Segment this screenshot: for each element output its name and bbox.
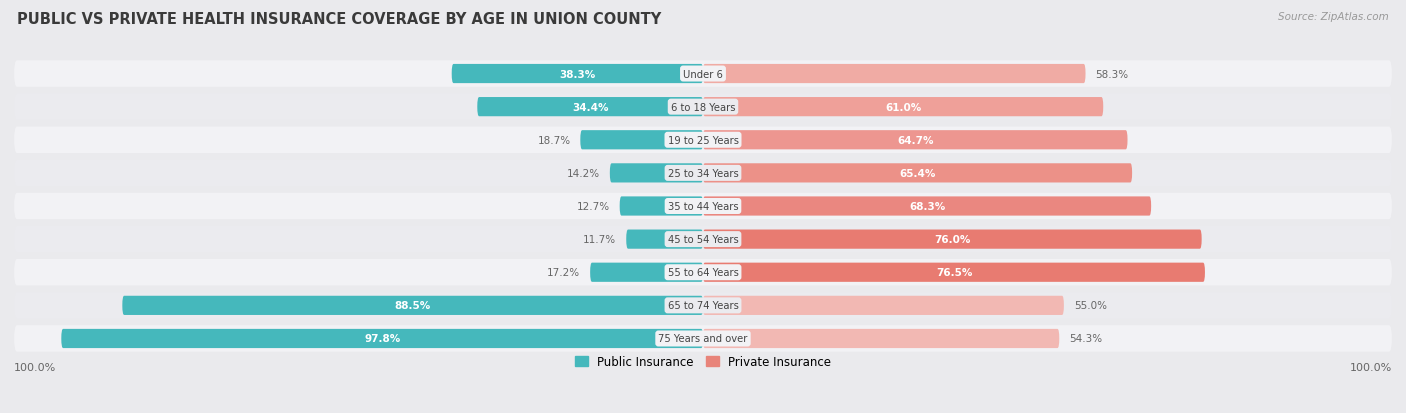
Text: 64.7%: 64.7% [897,135,934,145]
FancyBboxPatch shape [703,131,1128,150]
FancyBboxPatch shape [703,230,1202,249]
FancyBboxPatch shape [620,197,703,216]
Text: 88.5%: 88.5% [395,301,430,311]
FancyBboxPatch shape [451,65,703,84]
Text: 34.4%: 34.4% [572,102,609,112]
FancyBboxPatch shape [14,193,1392,220]
FancyBboxPatch shape [14,259,1392,286]
Text: 12.7%: 12.7% [576,202,610,211]
FancyBboxPatch shape [14,160,1392,187]
FancyBboxPatch shape [703,98,1104,117]
Text: 19 to 25 Years: 19 to 25 Years [668,135,738,145]
FancyBboxPatch shape [703,197,1152,216]
FancyBboxPatch shape [703,65,1085,84]
Text: 75 Years and over: 75 Years and over [658,334,748,344]
Text: 11.7%: 11.7% [583,235,616,244]
Legend: Public Insurance, Private Insurance: Public Insurance, Private Insurance [571,351,835,373]
Text: 100.0%: 100.0% [1350,363,1392,373]
FancyBboxPatch shape [703,164,1132,183]
Text: PUBLIC VS PRIVATE HEALTH INSURANCE COVERAGE BY AGE IN UNION COUNTY: PUBLIC VS PRIVATE HEALTH INSURANCE COVER… [17,12,661,27]
Text: 55.0%: 55.0% [1074,301,1107,311]
Text: 65 to 74 Years: 65 to 74 Years [668,301,738,311]
Text: 38.3%: 38.3% [560,69,596,79]
Text: 76.5%: 76.5% [936,268,972,278]
Text: 61.0%: 61.0% [884,102,921,112]
Text: 54.3%: 54.3% [1069,334,1102,344]
FancyBboxPatch shape [14,94,1392,121]
FancyBboxPatch shape [591,263,703,282]
FancyBboxPatch shape [122,296,703,315]
Text: Under 6: Under 6 [683,69,723,79]
Text: 35 to 44 Years: 35 to 44 Years [668,202,738,211]
Text: 68.3%: 68.3% [908,202,945,211]
FancyBboxPatch shape [703,329,1059,348]
Text: 45 to 54 Years: 45 to 54 Years [668,235,738,244]
FancyBboxPatch shape [703,263,1205,282]
FancyBboxPatch shape [14,127,1392,154]
FancyBboxPatch shape [477,98,703,117]
FancyBboxPatch shape [14,292,1392,319]
Text: 17.2%: 17.2% [547,268,581,278]
Text: 100.0%: 100.0% [14,363,56,373]
Text: 58.3%: 58.3% [1095,69,1129,79]
FancyBboxPatch shape [626,230,703,249]
Text: 76.0%: 76.0% [934,235,970,244]
Text: 18.7%: 18.7% [537,135,571,145]
FancyBboxPatch shape [581,131,703,150]
FancyBboxPatch shape [703,296,1064,315]
FancyBboxPatch shape [14,325,1392,352]
FancyBboxPatch shape [62,329,703,348]
Text: 65.4%: 65.4% [900,169,936,178]
Text: 25 to 34 Years: 25 to 34 Years [668,169,738,178]
Text: Source: ZipAtlas.com: Source: ZipAtlas.com [1278,12,1389,22]
FancyBboxPatch shape [610,164,703,183]
Text: 14.2%: 14.2% [567,169,600,178]
FancyBboxPatch shape [14,61,1392,88]
Text: 6 to 18 Years: 6 to 18 Years [671,102,735,112]
FancyBboxPatch shape [14,226,1392,253]
Text: 55 to 64 Years: 55 to 64 Years [668,268,738,278]
Text: 97.8%: 97.8% [364,334,401,344]
